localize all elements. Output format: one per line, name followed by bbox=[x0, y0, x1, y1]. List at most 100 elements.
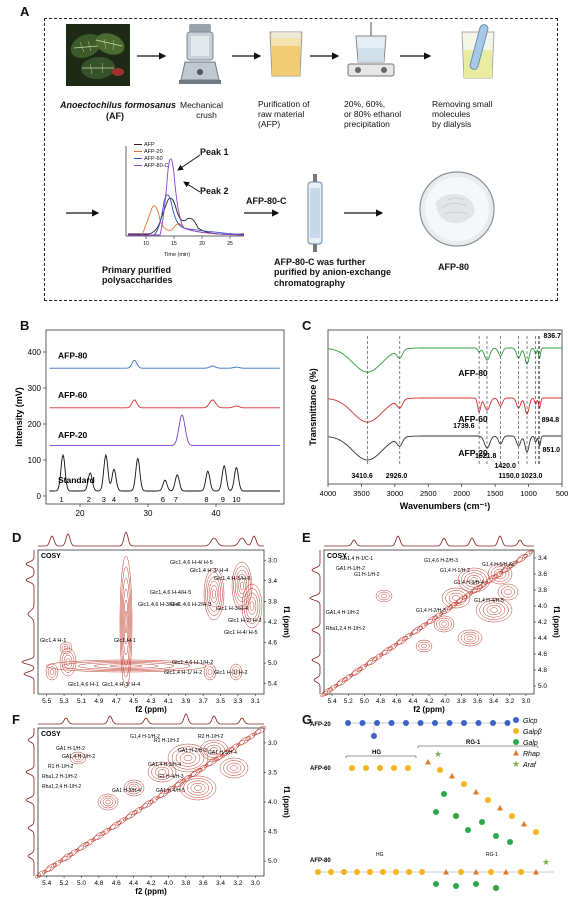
anion-label-2: purified by anion-exchange bbox=[274, 267, 392, 278]
galb-node bbox=[461, 781, 467, 787]
c-trace-afp20 bbox=[328, 435, 562, 461]
e-diag-peak bbox=[403, 632, 413, 640]
panel-letter-c: C bbox=[302, 318, 312, 333]
d-crosspeak bbox=[203, 567, 225, 621]
purif-label-3: (AFP) bbox=[258, 118, 281, 129]
f-crosspeak bbox=[219, 757, 249, 779]
purif-label-2: raw material bbox=[258, 108, 305, 119]
e-diag-peak bbox=[411, 626, 423, 635]
b-series-label: Standard bbox=[58, 475, 95, 485]
plant-photo bbox=[66, 24, 130, 86]
crush-label-2: crush bbox=[196, 109, 217, 120]
d-crosspeak bbox=[49, 669, 55, 675]
c-series-label: AFP-80 bbox=[458, 368, 488, 378]
c-xtick-label: 500 bbox=[556, 489, 568, 498]
d-xtick-label: 3.3 bbox=[233, 698, 242, 705]
gal-node bbox=[493, 885, 499, 891]
d-xtick-label: 5.1 bbox=[77, 698, 86, 705]
f-crosspeak bbox=[147, 761, 177, 783]
e-diag-peak bbox=[523, 550, 533, 558]
galb-node bbox=[406, 869, 412, 875]
panel-g-structure-scheme: AFP-20 AFP-60 HG RG-1 ★ AFP-80 HG RG-1 ★ Glcp Galp… bbox=[310, 717, 554, 891]
f-ytick-label: 5.0 bbox=[268, 858, 277, 865]
rhap-node bbox=[425, 759, 431, 765]
b-series-label: AFP-20 bbox=[58, 430, 88, 440]
glc-node bbox=[490, 720, 496, 726]
b-trace-afp20 bbox=[49, 414, 280, 447]
d-projection-left bbox=[21, 550, 35, 694]
mini-legend-afp80c: AFP-80-C bbox=[134, 163, 168, 170]
e-crosspeak bbox=[482, 602, 506, 618]
f-crosspeak bbox=[183, 754, 193, 762]
d-peak-label: Glc1,4 H-5/H-6 bbox=[214, 576, 251, 582]
d-xtick-label: 4.1 bbox=[164, 698, 173, 705]
f-xtick-label: 5.0 bbox=[77, 880, 86, 887]
e-xtick-label: 4.8 bbox=[376, 698, 385, 705]
e-diag-peak bbox=[426, 615, 438, 625]
e-crosspeak bbox=[415, 639, 433, 653]
e-title: COSY bbox=[327, 553, 347, 560]
f-crosspeak bbox=[210, 747, 218, 753]
gal-node bbox=[493, 833, 499, 839]
f-crosspeak bbox=[151, 764, 173, 780]
petri-dish-icon bbox=[419, 171, 495, 247]
galb-node bbox=[354, 869, 360, 875]
e-crosspeak bbox=[441, 621, 447, 627]
e-peak-label: GA1,4 H-1/H-2 bbox=[326, 610, 359, 616]
e-ytick-label: 5.0 bbox=[538, 683, 547, 690]
e-diag-peak bbox=[433, 612, 443, 620]
d-crosspeak bbox=[47, 666, 57, 678]
d-crosspeak bbox=[205, 572, 223, 616]
e-diag-peak bbox=[396, 636, 408, 645]
g-legend-label: Araf bbox=[522, 762, 537, 769]
d-peak-label: Glc1,4 H-3/ H-4 bbox=[190, 568, 228, 574]
b-ylabel: Intensity (mV) bbox=[14, 387, 24, 447]
anion-label: AFP-80-C was further purified by anion-e… bbox=[274, 257, 391, 288]
panel-letter-f: F bbox=[12, 712, 20, 727]
b-peak-label: 7 bbox=[174, 495, 178, 504]
galb-node bbox=[380, 869, 386, 875]
d-frame bbox=[37, 549, 265, 695]
e-crosspeak bbox=[381, 593, 387, 599]
d-crosspeak bbox=[207, 669, 213, 675]
galb-node bbox=[437, 767, 443, 773]
d-peak-label: Glc1 H-1 bbox=[114, 638, 136, 644]
d-xtick-label: 3.5 bbox=[216, 698, 225, 705]
e-xtick-label: 4.6 bbox=[392, 698, 401, 705]
galb-node bbox=[458, 869, 464, 875]
d-crosspeak bbox=[93, 663, 159, 669]
e-diag-peak bbox=[516, 554, 528, 563]
f-crosspeak bbox=[203, 742, 225, 758]
d-crosspeak bbox=[59, 641, 73, 655]
f-crosspeak bbox=[97, 793, 119, 811]
f-peak-label: GA1,4 H-3/H-4 bbox=[148, 762, 181, 768]
f-diag-peak bbox=[126, 810, 137, 819]
e-diag-peak bbox=[381, 646, 393, 655]
e-crosspeak bbox=[460, 570, 488, 590]
e-diag-peak bbox=[528, 550, 534, 554]
e-ytick-label: 3.4 bbox=[538, 555, 547, 562]
panel-letter-b: B bbox=[20, 318, 30, 333]
glc-node bbox=[504, 720, 511, 726]
d-crosspeak bbox=[124, 610, 128, 634]
f-xtick-label: 5.4 bbox=[42, 880, 51, 887]
gal-node bbox=[479, 819, 485, 825]
d-xtick-label: 3.9 bbox=[181, 698, 190, 705]
d-crosspeak bbox=[45, 663, 59, 681]
g-rg1-label-2: RG-1 bbox=[486, 852, 498, 858]
f-crosspeak bbox=[128, 783, 140, 793]
f-diag-peak bbox=[85, 838, 95, 846]
ethanol-label: 20%, 60%, or 80% ethanol precipitation bbox=[344, 99, 401, 129]
f-diag-peak bbox=[45, 863, 57, 872]
e-peak-label: G1,4 H-1/H-2 bbox=[440, 568, 470, 574]
f-diag-peak bbox=[78, 842, 89, 851]
mini-tick-label: 15 bbox=[171, 241, 177, 247]
d-xtick-label: 3.1 bbox=[251, 698, 260, 705]
g-hg-label-2: HG bbox=[376, 852, 384, 858]
e-peak-label: G1,4 H-2/H-3 bbox=[416, 608, 446, 614]
f-diag-peak bbox=[239, 736, 250, 745]
e-diag-peak bbox=[441, 605, 453, 614]
b-trace-afp60 bbox=[49, 399, 280, 409]
f-crosspeak bbox=[75, 755, 81, 761]
d-ytick-label: 5.0 bbox=[268, 660, 277, 667]
